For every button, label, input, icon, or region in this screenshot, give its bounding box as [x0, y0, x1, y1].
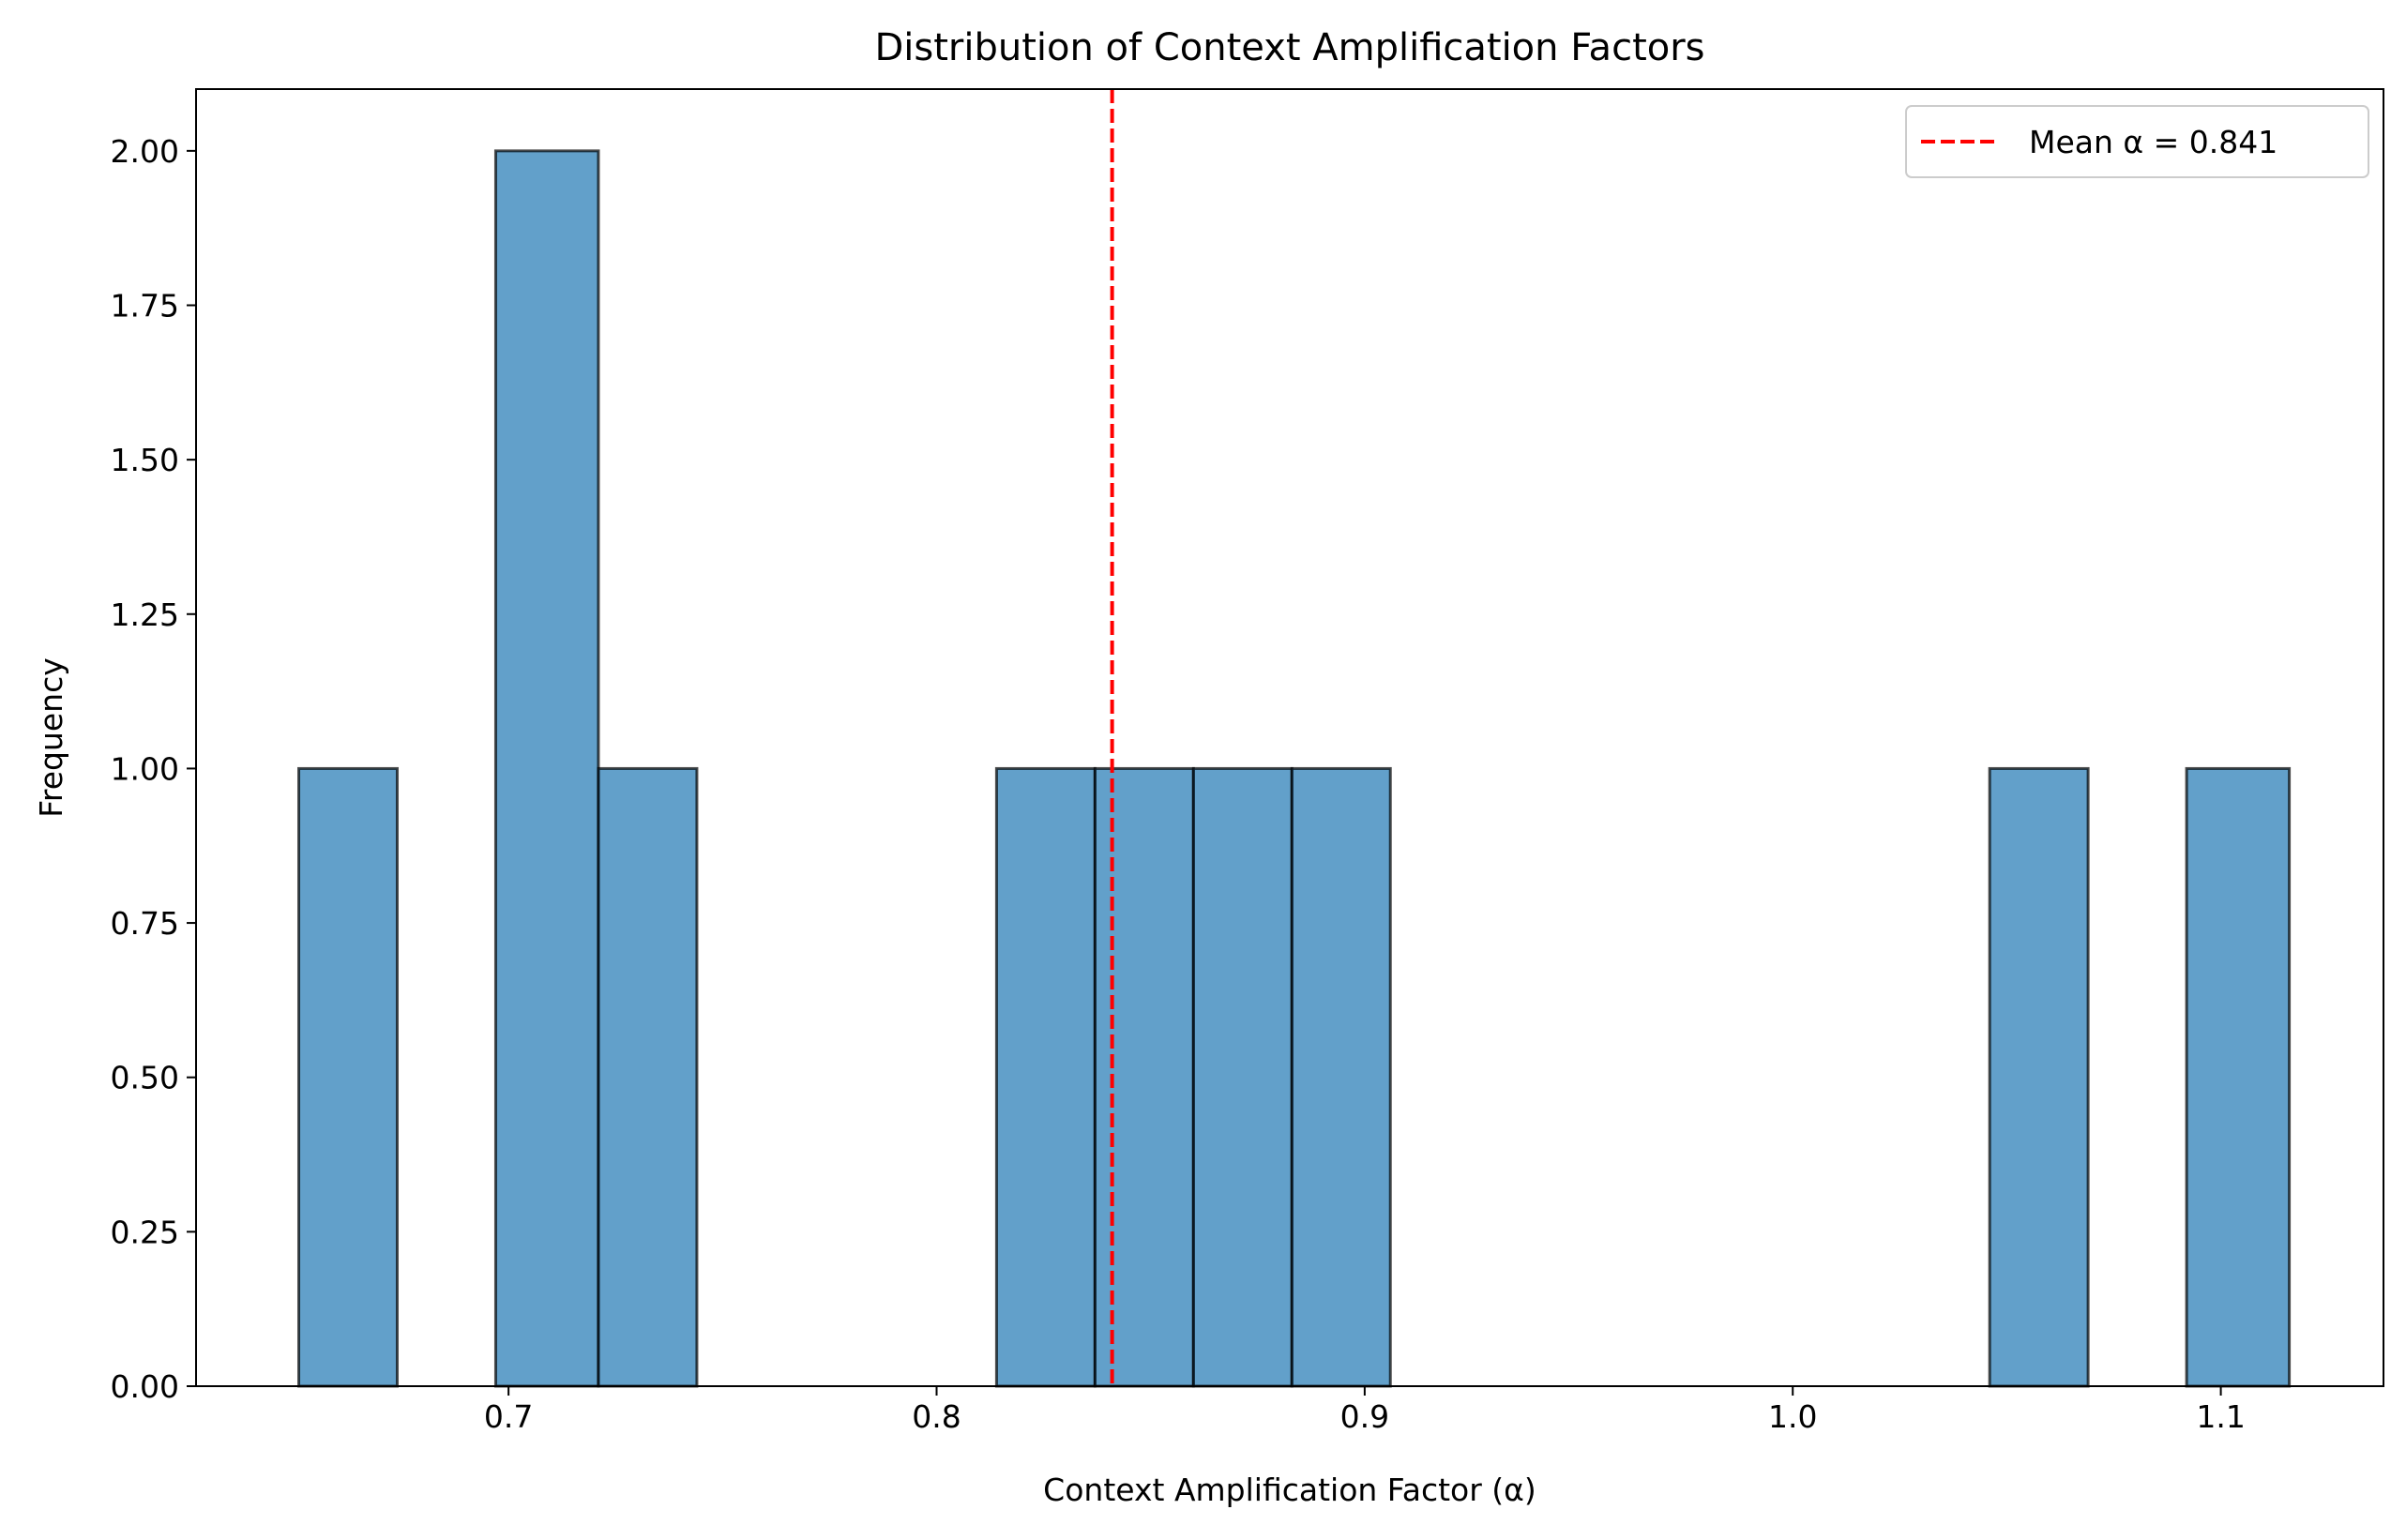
- y-tick-label: 0.25: [111, 1214, 179, 1250]
- x-tick-label: 0.9: [1340, 1398, 1389, 1435]
- histogram-bar: [1093, 766, 1195, 1388]
- x-tick-label: 1.0: [1768, 1398, 1817, 1435]
- chart-title: Distribution of Context Amplification Fa…: [874, 26, 1704, 69]
- x-tick-label: 0.8: [912, 1398, 961, 1435]
- legend: Mean α = 0.841: [1905, 105, 2369, 178]
- y-tick-label: 0.75: [111, 905, 179, 942]
- histogram-bar: [297, 766, 399, 1388]
- y-tick-label: 1.00: [111, 750, 179, 787]
- x-tick-label: 1.1: [2196, 1398, 2245, 1435]
- histogram-bar: [994, 766, 1097, 1388]
- y-tick-label: 0.50: [111, 1060, 179, 1096]
- histogram-bar: [493, 149, 600, 1388]
- y-tick-label: 1.50: [111, 442, 179, 478]
- x-axis-label: Context Amplification Factor (α): [1043, 1472, 1536, 1508]
- histogram-bar: [1191, 766, 1294, 1388]
- y-axis-label: Frequency: [33, 657, 69, 817]
- y-tick-label: 1.25: [111, 596, 179, 633]
- histogram-bar: [2185, 766, 2292, 1388]
- legend-box: [1905, 105, 2369, 178]
- histogram-bar: [1988, 766, 2090, 1388]
- plot-area-frame: [195, 88, 2384, 1387]
- y-tick-label: 0.00: [111, 1368, 179, 1405]
- histogram-bar: [1290, 766, 1392, 1388]
- y-tick-label: 1.75: [111, 288, 179, 325]
- x-tick-label: 0.7: [484, 1398, 533, 1435]
- histogram-bar: [597, 766, 699, 1388]
- legend-entry-mean: Mean α = 0.841: [2029, 124, 2277, 160]
- y-tick-label: 2.00: [111, 133, 179, 170]
